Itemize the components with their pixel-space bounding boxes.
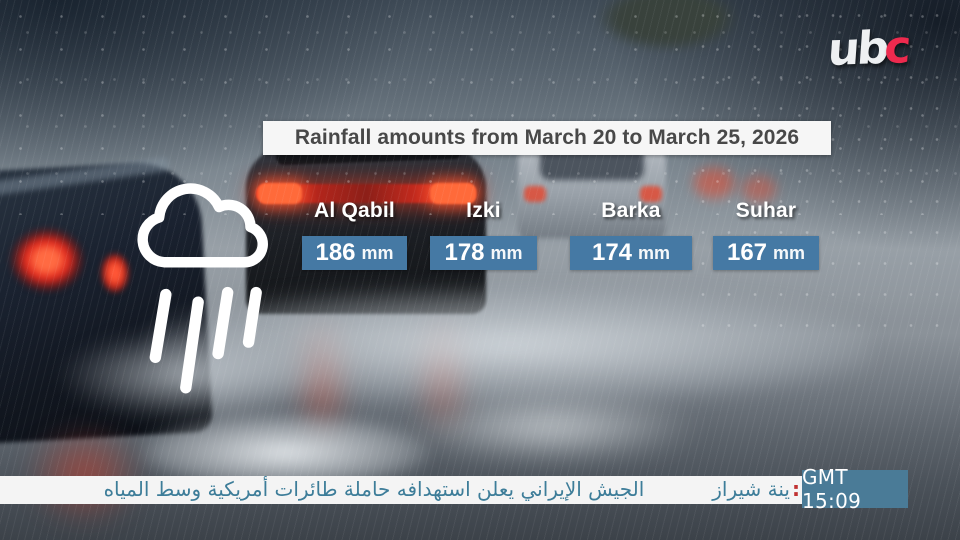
raindrop-speckles	[690, 0, 960, 340]
station-value-tile: 186 mm	[302, 236, 407, 270]
raindrop-speckles	[0, 0, 960, 215]
taillight-glow	[258, 183, 302, 204]
tree-silhouette	[598, 0, 738, 50]
taillight-glow	[640, 186, 662, 202]
station-value-tile: 167 mm	[713, 236, 819, 270]
channel-logo: ubc	[826, 16, 943, 84]
taillight-glow	[8, 226, 86, 294]
rainfall-unit: mm	[638, 242, 671, 263]
gmt-time: GMT 15:09	[802, 465, 862, 513]
ticker-previous-fragment: ينة شيراز	[712, 477, 790, 501]
station-name: Izki	[466, 199, 501, 222]
station-name: Suhar	[735, 199, 797, 222]
ticker-headline: الجيش الإيراني يعلن استهدافه حاملة طائرا…	[103, 477, 645, 501]
rainfall-value: 174	[591, 239, 633, 266]
taillight-glow	[524, 186, 546, 202]
station-value-tile: 174 mm	[570, 236, 692, 270]
station-name: Barka	[601, 199, 661, 222]
gmt-clock-badge: GMT 15:09	[802, 465, 908, 513]
taillight-glow	[100, 252, 130, 294]
station-name: Al Qabil	[314, 199, 395, 222]
infographic-title: Rainfall amounts from March 20 to March …	[294, 126, 800, 149]
taillight-glow	[430, 183, 476, 204]
taillight-glow	[742, 176, 776, 202]
news-ticker: :ينة شيراز الجيش الإيراني يعلن استهدافه ح…	[0, 476, 802, 504]
rainfall-value: 186	[315, 239, 356, 266]
ticker-separator: :	[792, 477, 800, 501]
road-reflection-white	[400, 392, 700, 462]
rain-cloud-icon	[120, 150, 282, 402]
station-value-tile: 178 mm	[430, 236, 537, 270]
rainfall-unit: mm	[490, 242, 523, 263]
taillight-glow	[694, 168, 734, 198]
dark-car-rear	[246, 146, 486, 314]
taillight-bar	[256, 184, 476, 203]
rainfall-unit: mm	[361, 242, 394, 263]
rainfall-value: 178	[444, 239, 485, 266]
taillight-reflection	[25, 425, 145, 525]
rainfall-unit: mm	[773, 242, 806, 263]
rainfall-value: 167	[726, 239, 768, 266]
infographic-title-banner: Rainfall amounts from March 20 to March …	[263, 121, 831, 155]
channel-logo-accent: c	[882, 20, 911, 74]
channel-logo-text: ub	[826, 20, 889, 76]
